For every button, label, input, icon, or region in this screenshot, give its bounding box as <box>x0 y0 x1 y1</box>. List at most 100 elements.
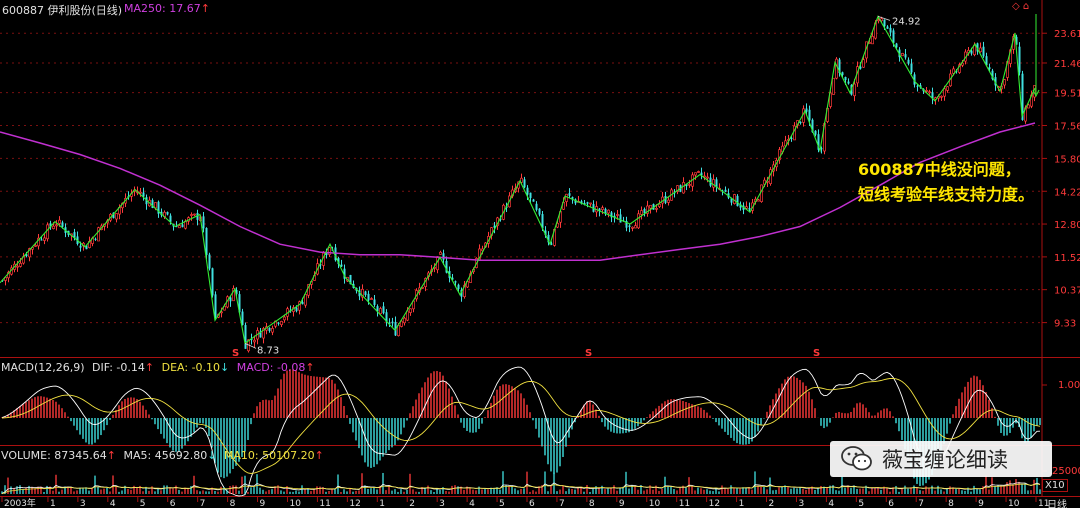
macd-dea-arrow: ↓ <box>220 361 230 374</box>
candle-body <box>745 206 748 209</box>
candle-body <box>574 199 577 204</box>
high-price-label: 24.92 <box>892 16 921 27</box>
candle-body <box>61 222 64 227</box>
zigzag-series <box>0 15 1036 345</box>
candle-body <box>907 59 910 64</box>
date-tick-label: 11 <box>1038 499 1049 508</box>
candle-body <box>340 264 343 267</box>
candle-body <box>73 232 76 238</box>
candle-body <box>229 297 232 302</box>
volume-panel <box>1 470 1047 495</box>
candle-body <box>886 26 889 29</box>
candle-body <box>649 204 652 209</box>
symbol-title: 600887 伊利股份(日线) <box>2 4 123 17</box>
candle-body <box>1003 79 1006 86</box>
candle-body <box>1021 73 1024 120</box>
candle-body <box>214 294 217 317</box>
candle-body <box>301 301 304 305</box>
macd-axis-label: 1.00 <box>1058 380 1080 391</box>
candle-body <box>451 277 454 280</box>
candle-body <box>580 201 583 204</box>
candle-body <box>883 19 886 27</box>
candle-body <box>925 90 928 92</box>
candle-body <box>712 179 715 188</box>
candle-body <box>298 301 301 311</box>
sell-signal-marker: S <box>585 348 592 359</box>
volume-unit: X10 <box>1042 479 1068 492</box>
date-tick-label: 11 <box>679 499 690 508</box>
candle-body <box>694 172 697 176</box>
candle-body <box>37 237 40 247</box>
sell-signal-marker: S <box>232 348 239 359</box>
candle-body <box>181 224 184 228</box>
candle-body <box>46 224 49 240</box>
candle-body <box>139 191 142 194</box>
candle-body <box>193 213 196 216</box>
annotation-line-1: 600887中线没问题， <box>858 160 1021 179</box>
price-tick-label: 23.61 <box>1054 29 1080 40</box>
candle-body <box>526 187 529 195</box>
candle-body <box>157 201 160 214</box>
candle-body <box>364 291 367 296</box>
candle-body <box>607 209 610 214</box>
candle-body <box>565 193 568 202</box>
wechat-icon <box>841 446 872 471</box>
candle-body <box>520 177 523 183</box>
candle-body <box>556 222 559 228</box>
candle-body <box>700 172 703 176</box>
date-tick-label: 4 <box>110 499 116 508</box>
candle-body <box>343 268 346 279</box>
candle-body <box>748 207 751 210</box>
candle-body <box>385 312 388 322</box>
candle-body <box>262 328 265 339</box>
candle-body <box>904 54 907 58</box>
macd-value-arrow: ↑ <box>305 361 315 374</box>
date-tick-label: 2 <box>409 499 415 508</box>
candle-body <box>763 179 766 185</box>
candle-body <box>643 208 646 214</box>
date-tick-label: 9 <box>619 499 625 508</box>
ma250-line <box>0 122 1036 261</box>
macd-header: MACD(12,26,9) DIF: -0.14↑ DEA: -0.10↓ MA… <box>1 361 315 374</box>
candle-body <box>871 36 874 45</box>
candle-body <box>361 288 364 298</box>
date-tick-label: 6 <box>529 499 535 508</box>
candle-body <box>568 193 571 196</box>
candle-body <box>370 298 373 300</box>
candle-body <box>319 264 322 266</box>
candle-body <box>820 148 823 150</box>
date-tick-label: 8 <box>948 499 954 508</box>
candle-body <box>847 81 850 84</box>
candle-body <box>805 108 808 112</box>
candle-body <box>529 192 532 199</box>
candle-body <box>586 202 589 204</box>
low-marker-pointer <box>244 342 257 349</box>
price-tick-label: 15.80 <box>1054 154 1080 165</box>
candle-body <box>16 265 19 268</box>
candle-body <box>799 121 802 124</box>
candle-body <box>730 198 733 203</box>
date-tick-label: 12 <box>349 499 360 508</box>
date-tick-label: 8 <box>589 499 595 508</box>
candle-body <box>715 179 718 188</box>
date-tick-label: 10 <box>289 499 301 508</box>
price-tick-label: 21.46 <box>1054 59 1080 70</box>
candle-body <box>19 262 22 267</box>
window-control-icons[interactable]: ◇ ⌂ <box>1012 1 1030 12</box>
candle-body <box>238 294 241 313</box>
period-label[interactable]: 日线 <box>1047 500 1067 508</box>
candle-body <box>241 311 244 325</box>
panel-frames <box>0 0 1080 497</box>
candle-body <box>940 95 943 98</box>
candle-body <box>991 70 994 80</box>
candle-body <box>844 76 847 81</box>
chart-markers: 8.73 24.92 S S S <box>232 14 1040 359</box>
candle-body <box>685 183 688 187</box>
candle-body <box>616 214 619 216</box>
candle-body <box>538 208 541 215</box>
candle-body <box>406 310 409 321</box>
candle-body <box>190 214 193 216</box>
candle-body <box>583 202 586 205</box>
candle-body <box>625 220 628 228</box>
macd-title: MACD(12,26,9) <box>1 361 85 374</box>
